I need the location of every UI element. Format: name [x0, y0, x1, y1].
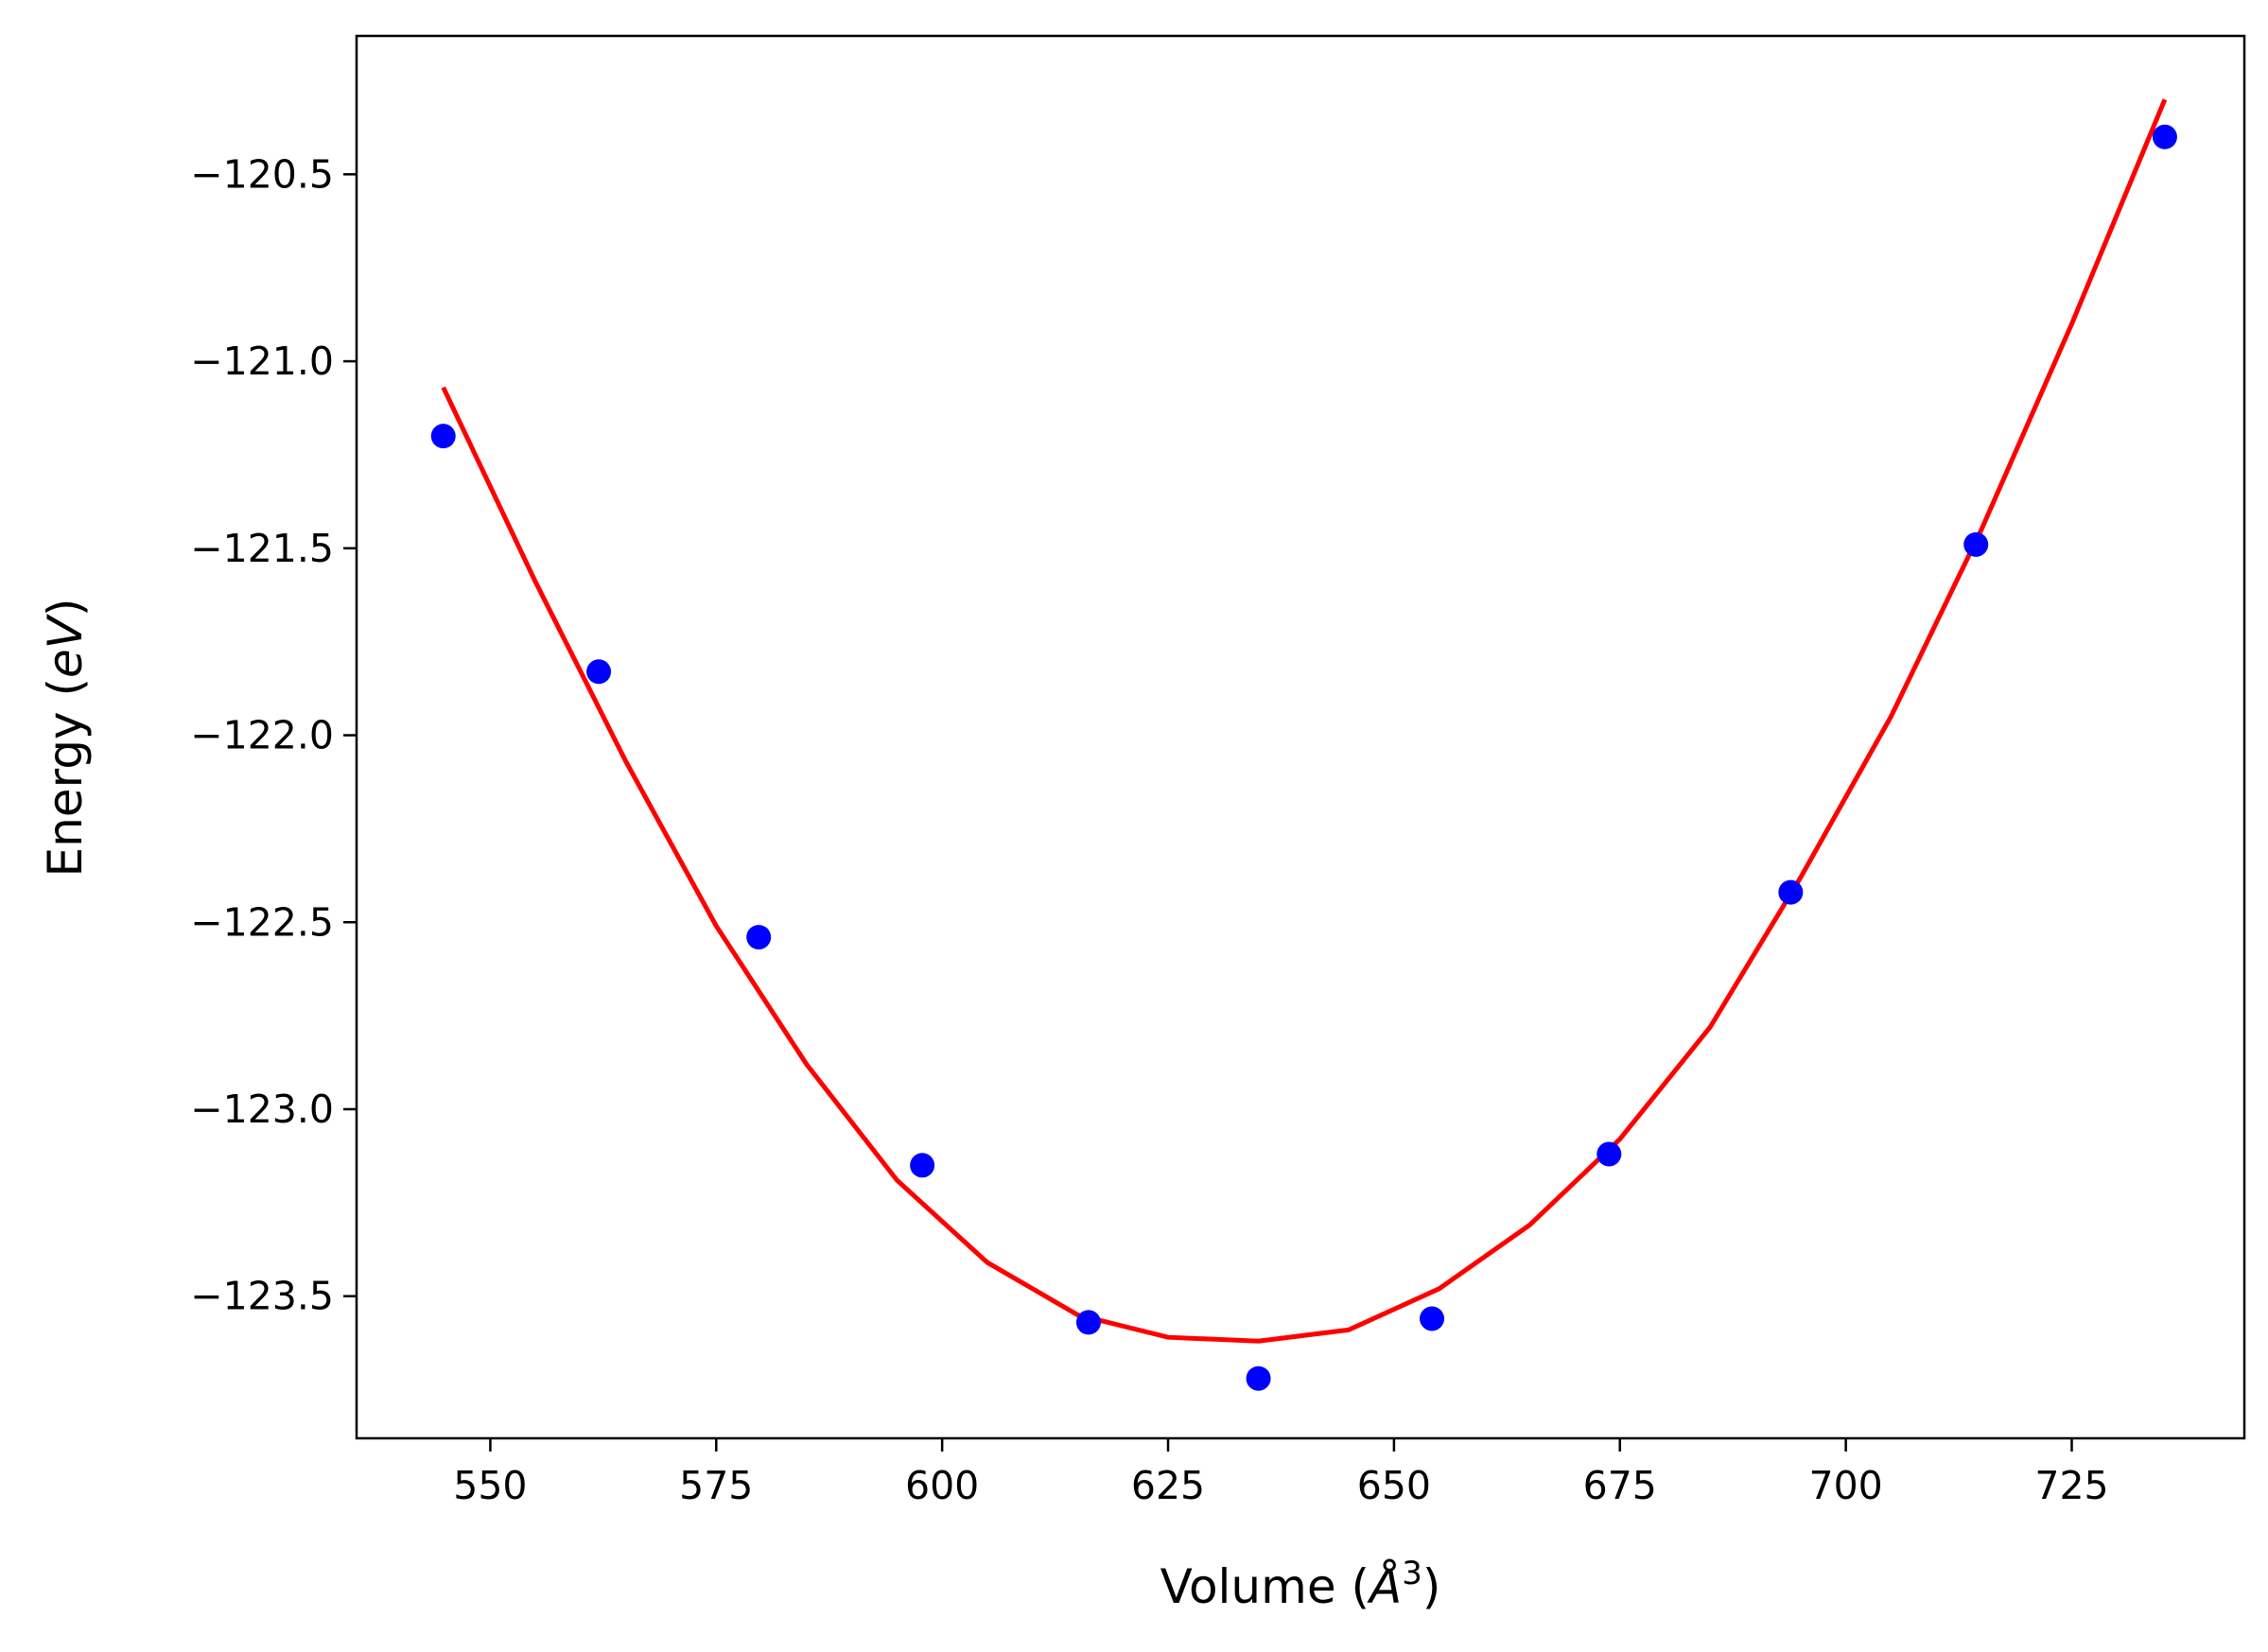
y-axis-label-unit: eV	[38, 613, 93, 678]
x-axis-label-power: 3	[1402, 1555, 1422, 1592]
y-tick-label: −122.0	[190, 713, 334, 758]
data-point	[586, 659, 612, 685]
y-tick-label: −123.5	[190, 1274, 334, 1319]
y-axis-label-suffix: )	[38, 599, 93, 617]
y-axis-label-prefix: Energy (	[38, 678, 93, 877]
x-tick-label: 575	[679, 1463, 753, 1508]
x-tick-label: 725	[2034, 1463, 2108, 1508]
x-axis-label-prefix: Volume (	[1160, 1559, 1370, 1614]
plot-area	[357, 36, 2244, 1438]
x-axis: 550 575 600 625 650 675 700 725	[453, 1438, 2109, 1508]
fit-curve-line	[441, 98, 2168, 1344]
data-point	[746, 925, 772, 950]
data-point	[1420, 1306, 1445, 1331]
x-tick-label: 650	[1357, 1463, 1431, 1508]
data-point	[1246, 1365, 1271, 1391]
data-point	[1596, 1141, 1622, 1167]
data-points-layer	[430, 124, 2177, 1391]
y-tick-label: −121.5	[190, 526, 334, 571]
x-axis-label-suffix: )	[1422, 1559, 1441, 1614]
x-tick-label: 550	[453, 1463, 527, 1508]
data-point	[910, 1153, 935, 1178]
data-point	[430, 424, 456, 449]
x-axis-label-symbol: Å	[1367, 1559, 1402, 1614]
fit-curve-layer	[441, 98, 2168, 1344]
x-tick-label: 700	[1809, 1463, 1883, 1508]
y-tick-label: −123.0	[190, 1087, 334, 1132]
y-axis-label: Energy (eV)	[38, 599, 93, 878]
y-tick-label: −120.5	[190, 151, 334, 197]
data-point	[1963, 531, 1989, 557]
data-point	[1778, 879, 1804, 905]
x-axis-label: Volume (Å3)	[1160, 1555, 1441, 1614]
y-tick-label: −122.5	[190, 899, 334, 945]
x-tick-label: 675	[1583, 1463, 1657, 1508]
data-point	[1075, 1310, 1101, 1335]
y-tick-label: −121.0	[190, 339, 334, 384]
y-axis: −120.5 −121.0 −121.5 −122.0 −122.5 −123.0 −123…	[190, 151, 357, 1319]
data-point	[2152, 124, 2177, 149]
x-tick-label: 600	[905, 1463, 979, 1508]
x-tick-label: 625	[1131, 1463, 1205, 1508]
plot-frame	[355, 34, 2246, 1440]
